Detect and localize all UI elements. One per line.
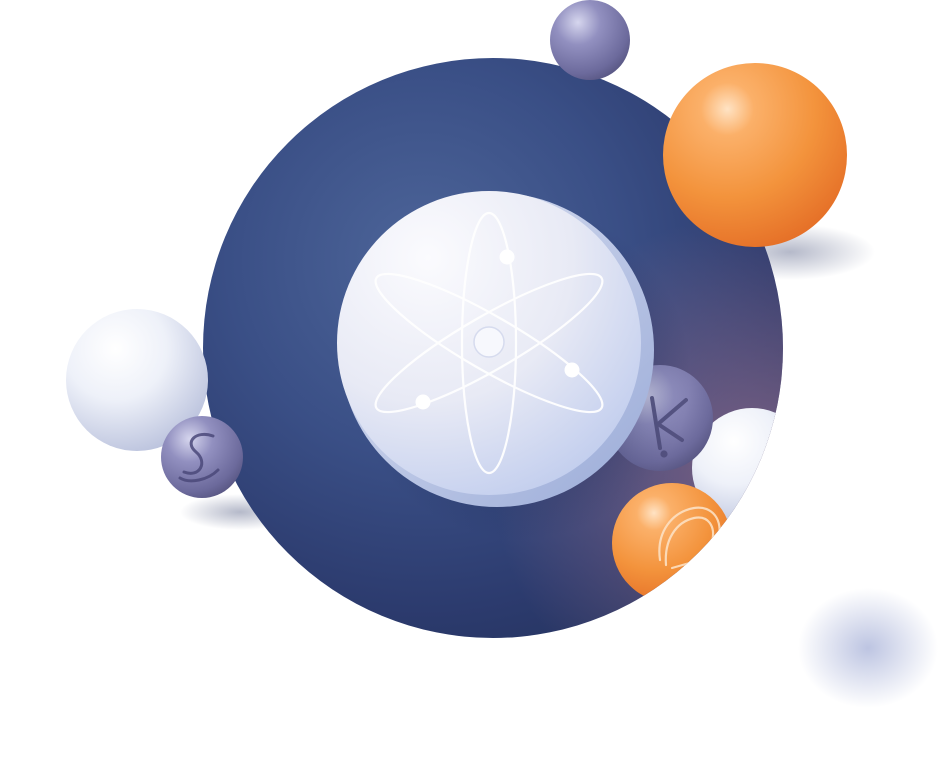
violet-s-sphere (161, 416, 243, 498)
atom-electron-right (564, 362, 580, 378)
atom-nucleus (473, 326, 505, 358)
orange-sphere-inner (612, 483, 732, 603)
orange-sphere-large (663, 63, 847, 247)
small-violet-sphere-top (550, 0, 630, 80)
s-glyph-icon (178, 433, 220, 483)
atom-coin (337, 191, 654, 507)
blurred-orb (798, 588, 938, 708)
atom-electron-left (415, 394, 431, 410)
pearl-sphere-left (66, 309, 208, 451)
atom-icon (374, 211, 604, 475)
atom-electron-top (499, 249, 515, 265)
